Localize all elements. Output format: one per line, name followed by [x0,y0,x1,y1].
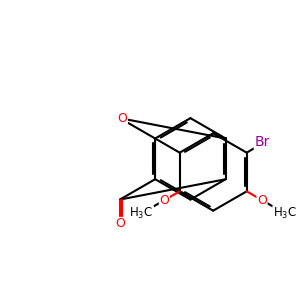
Text: H$_3$C: H$_3$C [129,206,153,221]
Text: H$_3$C: H$_3$C [273,206,297,221]
Text: O: O [117,112,127,124]
Text: O: O [257,194,267,207]
Text: O: O [159,194,169,207]
Text: Br: Br [254,135,270,149]
Text: O: O [115,218,125,230]
